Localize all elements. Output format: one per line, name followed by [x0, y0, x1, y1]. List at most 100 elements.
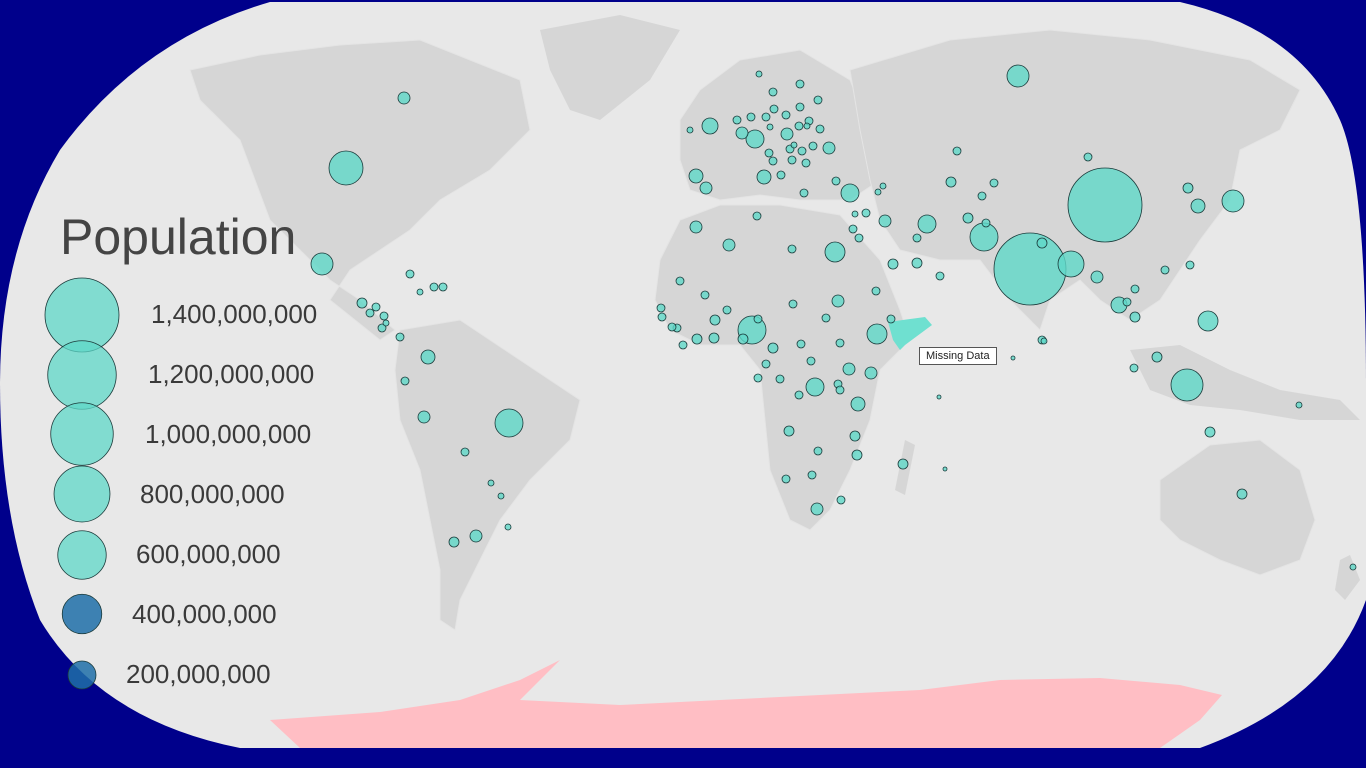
population-bubble[interactable] — [420, 349, 436, 365]
population-bubble[interactable] — [962, 212, 974, 224]
population-bubble[interactable] — [761, 112, 771, 122]
population-bubble[interactable] — [801, 158, 811, 168]
population-bubble[interactable] — [667, 322, 677, 332]
population-bubble[interactable] — [761, 359, 771, 369]
population-bubble[interactable] — [879, 182, 887, 190]
population-bubble[interactable] — [469, 529, 483, 543]
population-bubble[interactable] — [1057, 250, 1085, 278]
population-bubble[interactable] — [795, 102, 805, 112]
population-bubble[interactable] — [701, 117, 719, 135]
population-bubble[interactable] — [1349, 563, 1357, 571]
population-bubble[interactable] — [813, 446, 823, 456]
population-bubble[interactable] — [1129, 363, 1139, 373]
population-bubble[interactable] — [864, 366, 878, 380]
population-bubble[interactable] — [861, 208, 871, 218]
population-bubble[interactable] — [1010, 355, 1016, 361]
population-bubble[interactable] — [969, 222, 999, 252]
population-bubble[interactable] — [686, 126, 694, 134]
population-bubble[interactable] — [989, 178, 999, 188]
population-bubble[interactable] — [767, 342, 779, 354]
population-bubble[interactable] — [835, 385, 845, 395]
population-bubble[interactable] — [942, 466, 948, 472]
population-bubble[interactable] — [842, 362, 856, 376]
population-bubble[interactable] — [815, 124, 825, 134]
population-bubble[interactable] — [768, 156, 778, 166]
population-bubble[interactable] — [769, 104, 779, 114]
population-bubble[interactable] — [377, 323, 387, 333]
population-bubble[interactable] — [688, 168, 704, 184]
population-bubble[interactable] — [1129, 311, 1141, 323]
population-bubble[interactable] — [356, 297, 368, 309]
land-north-america[interactable] — [189, 39, 531, 341]
population-bubble[interactable] — [753, 314, 763, 324]
population-bubble[interactable] — [709, 314, 721, 326]
population-bubble[interactable] — [678, 340, 688, 350]
population-bubble[interactable] — [850, 396, 866, 412]
land-australia[interactable] — [1159, 439, 1316, 576]
population-bubble[interactable] — [796, 339, 806, 349]
population-bubble[interactable] — [689, 220, 703, 234]
population-bubble[interactable] — [781, 110, 791, 120]
population-bubble[interactable] — [438, 282, 448, 292]
land-south-america[interactable] — [394, 319, 581, 631]
population-bubble[interactable] — [1221, 189, 1245, 213]
population-bubble[interactable] — [745, 129, 765, 149]
population-bubble[interactable] — [878, 214, 892, 228]
population-bubble[interactable] — [851, 210, 859, 218]
population-bubble[interactable] — [788, 299, 798, 309]
population-bubble[interactable] — [977, 191, 987, 201]
population-bubble[interactable] — [849, 430, 861, 442]
population-bubble[interactable] — [952, 146, 962, 156]
land-antarctica[interactable] — [270, 660, 1222, 748]
population-bubble[interactable] — [691, 333, 703, 345]
population-bubble[interactable] — [787, 244, 797, 254]
population-bubble[interactable] — [1236, 488, 1248, 500]
population-bubble[interactable] — [787, 155, 797, 165]
population-bubble[interactable] — [1170, 368, 1204, 402]
population-bubble[interactable] — [831, 176, 841, 186]
population-bubble[interactable] — [790, 141, 798, 149]
population-bubble[interactable] — [1190, 198, 1206, 214]
population-bubble[interactable] — [1006, 64, 1030, 88]
population-bubble[interactable] — [371, 302, 381, 312]
population-bubble[interactable] — [776, 170, 786, 180]
population-bubble[interactable] — [417, 410, 431, 424]
population-bubble[interactable] — [722, 305, 732, 315]
population-bubble[interactable] — [824, 241, 846, 263]
population-bubble[interactable] — [735, 126, 749, 140]
population-bubble[interactable] — [764, 148, 774, 158]
population-bubble[interactable] — [874, 188, 882, 196]
population-bubble[interactable] — [805, 377, 825, 397]
population-bubble[interactable] — [768, 87, 778, 97]
population-bubble[interactable] — [945, 176, 957, 188]
population-bubble[interactable] — [1130, 284, 1140, 294]
population-bubble[interactable] — [1036, 237, 1048, 249]
population-bubble[interactable] — [700, 290, 710, 300]
population-bubble[interactable] — [866, 323, 888, 345]
population-bubble[interactable] — [675, 276, 685, 286]
population-bubble[interactable] — [405, 269, 415, 279]
population-bubble[interactable] — [813, 95, 823, 105]
population-bubble[interactable] — [794, 390, 804, 400]
population-bubble[interactable] — [1185, 260, 1195, 270]
population-bubble[interactable] — [708, 332, 720, 344]
population-bubble[interactable] — [753, 373, 763, 383]
population-bubble[interactable] — [1040, 337, 1048, 345]
population-bubble[interactable] — [911, 257, 923, 269]
population-bubble[interactable] — [1090, 270, 1104, 284]
population-bubble[interactable] — [897, 458, 909, 470]
population-bubble[interactable] — [821, 313, 831, 323]
population-bubble[interactable] — [981, 218, 991, 228]
land-somalia-highlight[interactable] — [888, 317, 932, 350]
population-bubble[interactable] — [780, 127, 794, 141]
land-asia[interactable] — [849, 29, 1301, 331]
land-greenland[interactable] — [540, 15, 680, 120]
population-bubble[interactable] — [775, 374, 785, 384]
population-bubble[interactable] — [848, 224, 858, 234]
population-bubble[interactable] — [732, 115, 742, 125]
population-bubble[interactable] — [1151, 351, 1163, 363]
population-bubble[interactable] — [766, 123, 774, 131]
population-bubble[interactable] — [494, 408, 524, 438]
population-bubble[interactable] — [1122, 297, 1132, 307]
